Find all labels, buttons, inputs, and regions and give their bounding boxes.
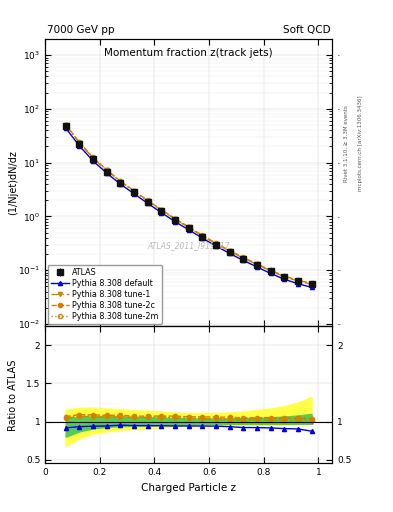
Pythia 8.308 tune-2c [296,277,300,283]
Pythia 8.308 tune-2m [296,278,300,284]
Pythia 8.308 tune-2c [214,240,219,246]
Pythia 8.308 default [132,190,136,197]
Pythia 8.308 tune-1 [241,255,246,261]
Pythia 8.308 tune-1 [214,241,219,247]
Pythia 8.308 default [159,209,163,216]
Pythia 8.308 tune-1 [118,179,123,185]
Pythia 8.308 tune-1 [145,198,150,204]
Pythia 8.308 default [268,270,273,276]
Pythia 8.308 default [296,281,300,287]
Pythia 8.308 tune-2m [173,216,177,222]
Pythia 8.308 default [214,243,219,249]
Pythia 8.308 default [309,284,314,290]
Pythia 8.308 tune-2c [104,167,109,173]
Pythia 8.308 tune-2m [63,122,68,128]
Text: 7000 GeV pp: 7000 GeV pp [47,26,114,35]
Line: Pythia 8.308 tune-2m: Pythia 8.308 tune-2m [64,123,314,286]
Pythia 8.308 default [63,125,68,131]
Pythia 8.308 tune-2c [159,206,163,212]
Pythia 8.308 default [91,158,95,164]
Pythia 8.308 default [227,250,232,257]
Pythia 8.308 tune-1 [77,140,82,146]
Pythia 8.308 tune-2m [214,241,219,247]
Pythia 8.308 tune-2c [132,188,136,194]
Pythia 8.308 tune-2m [227,248,232,254]
Legend: ATLAS, Pythia 8.308 default, Pythia 8.308 tune-1, Pythia 8.308 tune-2c, Pythia 8: ATLAS, Pythia 8.308 default, Pythia 8.30… [48,265,162,324]
Pythia 8.308 tune-1 [91,155,95,161]
Line: Pythia 8.308 default: Pythia 8.308 default [64,126,314,289]
Line: Pythia 8.308 tune-1: Pythia 8.308 tune-1 [64,123,314,286]
Pythia 8.308 default [77,143,82,149]
Y-axis label: (1/Njet)dN/dz: (1/Njet)dN/dz [8,150,18,215]
Pythia 8.308 default [200,235,205,241]
Pythia 8.308 tune-2m [186,224,191,230]
Text: mcplots.cern.ch [arXiv:1306.3436]: mcplots.cern.ch [arXiv:1306.3436] [358,96,363,191]
Pythia 8.308 default [186,227,191,233]
Text: ATLAS_2011_I919017: ATLAS_2011_I919017 [147,242,230,250]
Pythia 8.308 tune-2m [268,268,273,274]
Pythia 8.308 tune-2m [132,188,136,194]
Pythia 8.308 default [255,264,259,270]
Pythia 8.308 tune-2c [282,273,286,279]
Pythia 8.308 tune-2c [255,261,259,267]
Pythia 8.308 default [282,276,286,282]
Pythia 8.308 tune-1 [309,281,314,287]
Pythia 8.308 tune-2c [309,280,314,286]
Pythia 8.308 tune-2c [186,224,191,230]
Pythia 8.308 tune-2c [77,139,82,145]
Pythia 8.308 tune-2c [227,247,232,253]
Pythia 8.308 tune-2c [91,155,95,161]
Pythia 8.308 tune-2c [145,198,150,204]
Pythia 8.308 tune-1 [173,216,177,222]
Line: Pythia 8.308 tune-2c: Pythia 8.308 tune-2c [64,122,314,285]
Pythia 8.308 tune-2c [63,121,68,127]
Pythia 8.308 tune-1 [186,224,191,230]
Pythia 8.308 tune-1 [200,233,205,239]
Pythia 8.308 tune-1 [132,188,136,194]
Pythia 8.308 tune-1 [268,268,273,274]
Pythia 8.308 tune-1 [63,122,68,128]
Pythia 8.308 tune-2c [268,267,273,273]
Pythia 8.308 tune-2c [118,178,123,184]
Pythia 8.308 tune-1 [227,248,232,254]
Text: Soft QCD: Soft QCD [283,26,331,35]
Pythia 8.308 tune-1 [104,167,109,174]
Y-axis label: Ratio to ATLAS: Ratio to ATLAS [8,359,18,431]
Pythia 8.308 tune-2m [91,155,95,161]
Pythia 8.308 tune-2m [241,255,246,261]
Pythia 8.308 tune-2m [77,139,82,145]
Pythia 8.308 default [118,181,123,187]
Pythia 8.308 tune-2m [118,178,123,184]
Pythia 8.308 tune-2m [282,273,286,280]
Pythia 8.308 tune-1 [296,278,300,284]
Pythia 8.308 tune-1 [282,273,286,280]
Pythia 8.308 tune-2c [200,232,205,239]
Pythia 8.308 tune-2m [159,207,163,213]
Text: Momentum fraction z(track jets): Momentum fraction z(track jets) [104,48,273,57]
Pythia 8.308 default [173,219,177,225]
Pythia 8.308 tune-2m [104,167,109,173]
Pythia 8.308 tune-2m [255,261,259,267]
Pythia 8.308 default [241,258,246,264]
Pythia 8.308 tune-1 [159,207,163,213]
Pythia 8.308 tune-1 [255,261,259,267]
Pythia 8.308 tune-2m [145,198,150,204]
Pythia 8.308 tune-2m [309,281,314,287]
Text: Rivet 3.1.10, ≥ 3.3M events: Rivet 3.1.10, ≥ 3.3M events [344,105,349,182]
Pythia 8.308 tune-2c [241,254,246,261]
Pythia 8.308 tune-2m [200,232,205,239]
X-axis label: Charged Particle z: Charged Particle z [141,483,236,493]
Pythia 8.308 default [145,200,150,206]
Pythia 8.308 tune-2c [173,216,177,222]
Pythia 8.308 default [104,170,109,176]
